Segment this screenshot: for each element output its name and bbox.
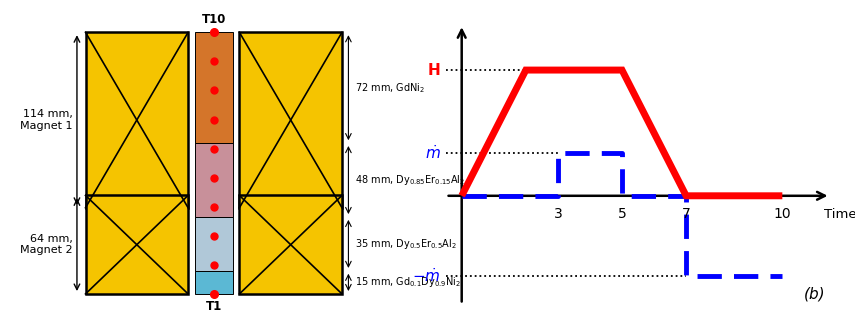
Bar (86, 195, 188, 294)
Text: 64 mm,
Magnet 2: 64 mm, Magnet 2 (20, 234, 73, 255)
Text: 114 mm,
Magnet 1: 114 mm, Magnet 1 (21, 109, 73, 131)
Text: H: H (428, 63, 441, 78)
Text: 5: 5 (617, 207, 627, 221)
Bar (239, 32, 342, 208)
Text: 10: 10 (774, 207, 791, 221)
Text: 35 mm, Dy$_{0.5}$Er$_{0.5}$Al$_2$: 35 mm, Dy$_{0.5}$Er$_{0.5}$Al$_2$ (355, 237, 457, 251)
Text: 3: 3 (553, 207, 563, 221)
Text: (b): (b) (804, 287, 825, 301)
Text: 72 mm, GdNi$_2$: 72 mm, GdNi$_2$ (355, 81, 425, 95)
Text: T1: T1 (205, 300, 222, 313)
Bar (194, 217, 233, 271)
Text: T10: T10 (202, 13, 226, 26)
Text: $\dot{m}$: $\dot{m}$ (425, 144, 441, 162)
Bar (194, 32, 233, 143)
Bar (194, 143, 233, 217)
Text: $-\dot{m}$: $-\dot{m}$ (412, 267, 441, 285)
Bar (86, 32, 188, 208)
Bar (194, 271, 233, 294)
Text: 7: 7 (681, 207, 691, 221)
Text: Time (s): Time (s) (824, 208, 855, 221)
Text: 15 mm, Gd$_{0.1}$Dy$_{0.9}$Ni$_2$: 15 mm, Gd$_{0.1}$Dy$_{0.9}$Ni$_2$ (355, 276, 461, 289)
Text: 48 mm, Dy$_{0.85}$Er$_{0.15}$Al$_2$: 48 mm, Dy$_{0.85}$Er$_{0.15}$Al$_2$ (355, 173, 465, 187)
Bar (239, 195, 342, 294)
